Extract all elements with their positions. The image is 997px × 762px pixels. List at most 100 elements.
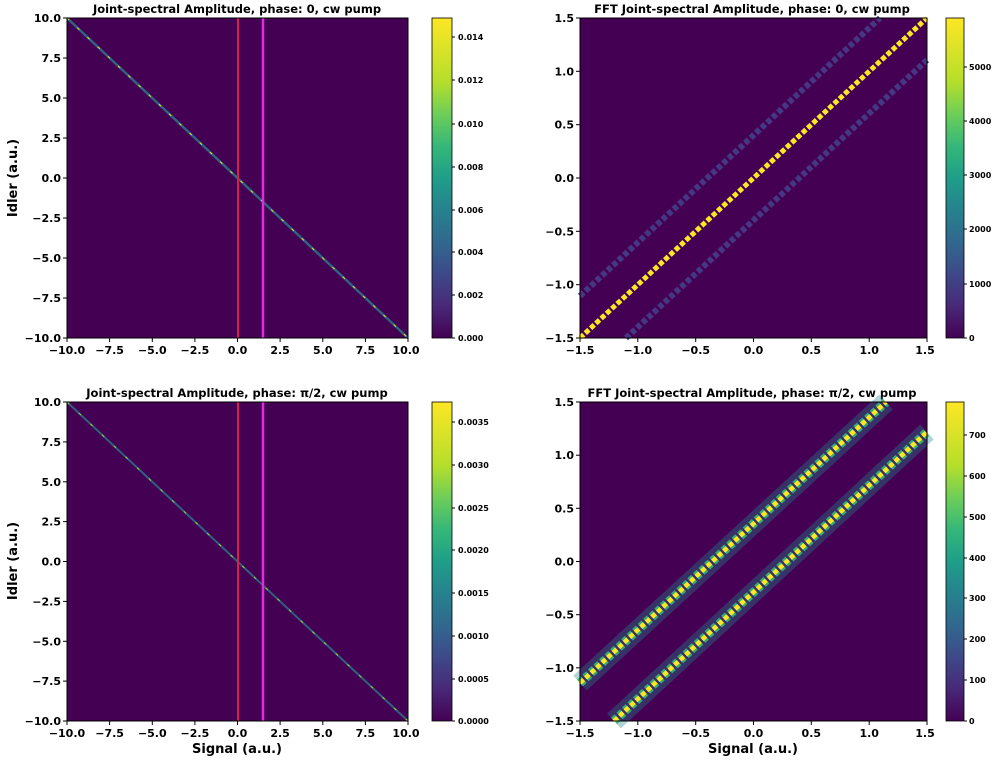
colorbar-tick-label: 0.000 xyxy=(458,334,484,343)
x-tick-label: 5.0 xyxy=(313,344,333,357)
x-tick-label: −5.0 xyxy=(138,727,167,740)
x-tick-label: −1.0 xyxy=(623,344,652,357)
band-upper-core xyxy=(578,400,888,685)
colorbar-tick-label: 4000 xyxy=(969,117,992,126)
y-tick-label: −1.0 xyxy=(545,662,574,675)
side-band-lower xyxy=(623,57,930,341)
y-ticks: 10.0 7.5 5.0 2.5 0.0 −2.5 −5.0 −7.5 −10.… xyxy=(25,396,67,728)
y-tick-label: −10.0 xyxy=(25,332,62,345)
y-tick-label: 0.5 xyxy=(555,119,575,132)
panel-jsa-phase0: Joint-spectral Amplitude, phase: 0, cw p… xyxy=(6,2,484,357)
y-tick-label: −7.5 xyxy=(32,675,61,688)
colorbar: 5000 4000 3000 2000 1000 0 xyxy=(945,17,992,343)
colorbar-tick-label: 0.006 xyxy=(458,206,484,215)
colorbar-tick-label: 500 xyxy=(969,513,986,522)
y-tick-label: 2.5 xyxy=(42,132,62,145)
main-band xyxy=(578,16,929,340)
colorbar-tick-label: 0.0030 xyxy=(458,461,489,470)
y-tick-label: 1.5 xyxy=(555,396,575,409)
panel-fft-phase-pi2: FFT Joint-spectral Amplitude, phase: π/2… xyxy=(545,386,986,757)
colorbar-tick-label: 0 xyxy=(969,334,975,343)
x-tick-label: −7.5 xyxy=(95,727,124,740)
y-tick-label: 1.0 xyxy=(555,449,575,462)
x-tick-label: 0.0 xyxy=(744,727,764,740)
x-tick-label: 7.5 xyxy=(356,727,376,740)
y-tick-label: 2.5 xyxy=(42,516,62,529)
y-axis-label: Idler (a.u.) xyxy=(6,139,21,217)
y-tick-label: −5.0 xyxy=(32,635,61,648)
diagonal-bands xyxy=(573,394,934,729)
x-tick-label: 2.5 xyxy=(270,727,290,740)
x-tick-label: −5.0 xyxy=(138,344,167,357)
x-ticks: −1.5 −1.0 −0.5 0.0 0.5 1.0 1.5 xyxy=(566,338,935,357)
x-tick-label: 1.0 xyxy=(859,344,879,357)
y-tick-label: 0.0 xyxy=(42,556,62,569)
colorbar-tick-label: 0.002 xyxy=(458,291,483,300)
panel-jsa-phase-pi2: Joint-spectral Amplitude, phase: π/2, cw… xyxy=(6,386,489,757)
panel-fft-phase0: FFT Joint-spectral Amplitude, phase: 0, … xyxy=(545,2,991,357)
colorbar: 0.0035 0.0030 0.0025 0.0020 0.0015 0.001… xyxy=(431,401,489,726)
y-ticks: 1.5 1.0 0.5 0.0 −0.5 −1.0 −1.5 xyxy=(545,396,580,728)
x-tick-label: 1.5 xyxy=(915,344,935,357)
x-tick-label: 0.0 xyxy=(228,344,248,357)
x-tick-label: 0.0 xyxy=(228,727,248,740)
x-tick-label: −10.0 xyxy=(49,344,86,357)
colorbar-gradient xyxy=(945,17,965,339)
y-tick-label: −1.5 xyxy=(545,332,574,345)
x-tick-label: −1.5 xyxy=(566,727,595,740)
y-tick-label: 0.0 xyxy=(42,172,62,185)
x-ticks: −10.0 −7.5 −5.0 −2.5 0.0 2.5 5.0 7.5 10.… xyxy=(49,338,420,357)
x-tick-label: 0.5 xyxy=(802,727,822,740)
colorbar-tick-label: 700 xyxy=(969,431,986,440)
x-tick-label: −0.5 xyxy=(681,727,710,740)
x-tick-label: 5.0 xyxy=(313,727,333,740)
y-tick-label: 7.5 xyxy=(42,436,62,449)
y-tick-label: 1.5 xyxy=(555,12,575,25)
y-tick-label: 10.0 xyxy=(34,396,61,409)
colorbar-gradient xyxy=(431,17,453,339)
y-tick-label: 0.5 xyxy=(555,502,575,515)
x-tick-label: −7.5 xyxy=(95,344,124,357)
colorbar-tick-label: 600 xyxy=(969,472,986,481)
colorbar-tick-label: 0.0015 xyxy=(458,589,489,598)
y-ticks: 10.0 7.5 5.0 2.5 0.0 −2.5 −5.0 −7.5 −10.… xyxy=(25,12,67,345)
x-tick-label: 2.5 xyxy=(270,344,290,357)
x-tick-label: 10.0 xyxy=(392,344,419,357)
y-axis-label: Idler (a.u.) xyxy=(6,522,21,600)
y-tick-label: −5.0 xyxy=(32,252,61,265)
colorbar: 0.014 0.012 0.010 0.008 0.006 0.004 0.00… xyxy=(431,17,484,343)
colorbar-tick-label: 0.0035 xyxy=(458,418,489,427)
colorbar-tick-label: 0.0020 xyxy=(458,546,489,555)
colorbar-tick-label: 5000 xyxy=(969,63,992,72)
colorbar-tick-label: 1000 xyxy=(969,280,992,289)
colorbar: 700 600 500 400 300 200 100 0 xyxy=(945,401,986,726)
y-tick-label: −10.0 xyxy=(25,715,62,728)
panel-title: Joint-spectral Amplitude, phase: π/2, cw… xyxy=(85,386,387,400)
x-axis-label: Signal (a.u.) xyxy=(708,742,798,757)
colorbar-tick-label: 0.0010 xyxy=(458,632,489,641)
colorbar-tick-label: 100 xyxy=(969,676,986,685)
x-tick-label: 1.0 xyxy=(859,727,879,740)
colorbar-tick-label: 300 xyxy=(969,594,986,603)
y-tick-label: 5.0 xyxy=(42,476,62,489)
y-tick-label: −2.5 xyxy=(32,212,61,225)
x-tick-label: −1.5 xyxy=(566,344,595,357)
y-tick-label: −0.5 xyxy=(545,225,574,238)
y-tick-label: 0.0 xyxy=(555,172,575,185)
panel-title: Joint-spectral Amplitude, phase: 0, cw p… xyxy=(92,2,381,16)
x-ticks: −10.0 −7.5 −5.0 −2.5 0.0 2.5 5.0 7.5 10.… xyxy=(49,721,420,740)
x-tick-label: −1.0 xyxy=(623,727,652,740)
y-tick-label: −1.0 xyxy=(545,279,574,292)
colorbar-tick-label: 2000 xyxy=(969,225,992,234)
x-tick-label: 10.0 xyxy=(392,727,419,740)
colorbar-tick-label: 0.010 xyxy=(458,120,484,129)
side-band-upper xyxy=(577,15,883,299)
diagonal-bands xyxy=(577,15,930,341)
colorbar-tick-label: 0.0025 xyxy=(458,504,489,513)
colorbar-tick-label: 0.008 xyxy=(458,163,484,172)
panel-title: FFT Joint-spectral Amplitude, phase: 0, … xyxy=(594,2,910,16)
y-tick-label: 1.0 xyxy=(555,65,575,78)
colorbar-tick-label: 0.0000 xyxy=(458,717,489,726)
x-tick-label: −0.5 xyxy=(681,344,710,357)
